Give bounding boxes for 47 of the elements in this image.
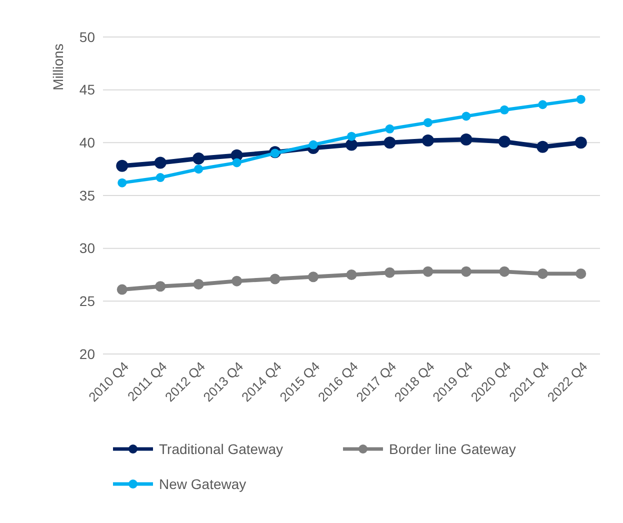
point: [576, 94, 586, 104]
point: [347, 132, 356, 141]
point: [384, 136, 396, 149]
legend-label: Border line Gateway: [389, 440, 516, 457]
y-tick-label: 30: [79, 240, 96, 256]
point: [192, 152, 205, 165]
point: [232, 276, 242, 286]
point: [536, 140, 549, 153]
y-tick-label: 35: [79, 187, 96, 204]
point: [576, 268, 586, 279]
y-tick-label: 40: [79, 134, 96, 151]
point: [270, 148, 280, 158]
y-tick-label: 45: [79, 82, 96, 98]
point: [422, 266, 434, 277]
point: [232, 158, 242, 168]
point: [270, 274, 280, 284]
point: [384, 267, 395, 278]
point: [154, 156, 166, 169]
legend-label: New Gateway: [159, 476, 246, 492]
point: [155, 281, 166, 292]
point: [500, 105, 509, 114]
point: [308, 140, 318, 150]
point: [193, 279, 204, 290]
point: [116, 284, 128, 295]
point: [423, 118, 432, 128]
point: [538, 100, 548, 110]
point: [499, 266, 510, 277]
y-tick-label: 25: [79, 293, 96, 310]
point: [346, 138, 358, 151]
point: [116, 160, 128, 172]
y-tick-label: 50: [79, 28, 96, 45]
point: [194, 164, 204, 174]
point: [156, 173, 165, 182]
point: [308, 272, 319, 282]
legend-label: Traditional Gateway: [159, 440, 283, 457]
point: [498, 136, 510, 148]
point: [118, 178, 127, 188]
point: [462, 112, 471, 121]
point: [385, 124, 394, 134]
point: [422, 134, 434, 147]
point: [346, 270, 357, 280]
point: [574, 136, 587, 149]
point: [460, 266, 472, 277]
y-axis-title: Millions: [50, 44, 66, 90]
point: [460, 133, 472, 146]
point: [537, 268, 548, 279]
y-tick-label: 20: [79, 346, 96, 362]
